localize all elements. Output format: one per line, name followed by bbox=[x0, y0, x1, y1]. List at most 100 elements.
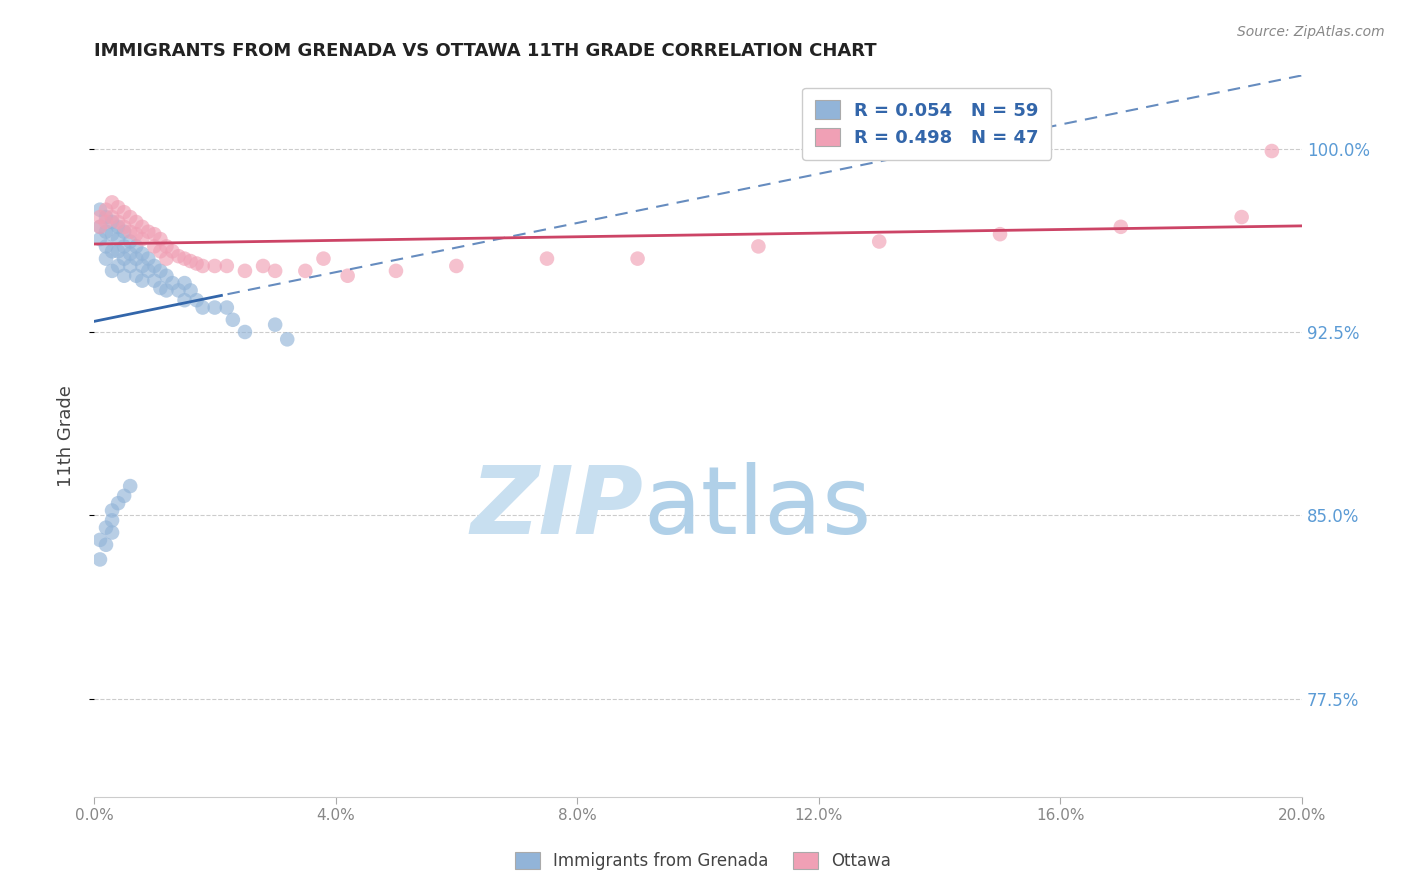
Point bbox=[162, 244, 184, 259]
Point bbox=[89, 202, 111, 217]
Point bbox=[94, 521, 117, 535]
Point bbox=[120, 479, 142, 493]
Point bbox=[143, 227, 166, 242]
Point bbox=[385, 264, 408, 278]
Point bbox=[167, 249, 190, 263]
Point bbox=[107, 219, 129, 234]
Point bbox=[131, 219, 153, 234]
Point bbox=[149, 281, 172, 295]
Point bbox=[89, 219, 111, 234]
Point bbox=[626, 252, 648, 266]
Point bbox=[149, 244, 172, 259]
Text: atlas: atlas bbox=[644, 462, 872, 554]
Point bbox=[233, 264, 256, 278]
Point bbox=[120, 225, 142, 239]
Point bbox=[101, 525, 124, 540]
Legend: R = 0.054   N = 59, R = 0.498   N = 47: R = 0.054 N = 59, R = 0.498 N = 47 bbox=[801, 87, 1052, 160]
Point bbox=[101, 264, 124, 278]
Point bbox=[131, 246, 153, 260]
Point bbox=[112, 205, 135, 219]
Point bbox=[94, 538, 117, 552]
Point bbox=[112, 219, 135, 234]
Point bbox=[107, 244, 129, 259]
Point bbox=[94, 252, 117, 266]
Point bbox=[101, 227, 124, 242]
Point bbox=[101, 513, 124, 527]
Point bbox=[173, 293, 195, 308]
Point bbox=[120, 246, 142, 260]
Point bbox=[101, 503, 124, 517]
Point bbox=[186, 256, 208, 270]
Point bbox=[125, 252, 148, 266]
Point bbox=[222, 312, 245, 326]
Point bbox=[868, 235, 890, 249]
Point bbox=[155, 284, 177, 298]
Point bbox=[107, 496, 129, 510]
Point bbox=[125, 239, 148, 253]
Point bbox=[215, 259, 238, 273]
Point bbox=[252, 259, 274, 273]
Point bbox=[131, 259, 153, 273]
Point bbox=[101, 210, 124, 224]
Point bbox=[125, 227, 148, 242]
Point bbox=[94, 215, 117, 229]
Point bbox=[204, 259, 226, 273]
Point bbox=[264, 264, 287, 278]
Point bbox=[143, 239, 166, 253]
Point bbox=[1261, 144, 1284, 158]
Point bbox=[215, 301, 238, 315]
Point bbox=[120, 259, 142, 273]
Point bbox=[125, 215, 148, 229]
Point bbox=[1109, 219, 1132, 234]
Point bbox=[101, 195, 124, 210]
Point bbox=[120, 235, 142, 249]
Point bbox=[112, 268, 135, 283]
Point bbox=[155, 268, 177, 283]
Point bbox=[107, 232, 129, 246]
Y-axis label: 11th Grade: 11th Grade bbox=[58, 385, 75, 487]
Point bbox=[89, 533, 111, 547]
Point bbox=[180, 284, 202, 298]
Legend: Immigrants from Grenada, Ottawa: Immigrants from Grenada, Ottawa bbox=[508, 845, 898, 877]
Point bbox=[1230, 210, 1253, 224]
Point bbox=[107, 215, 129, 229]
Point bbox=[94, 202, 117, 217]
Point bbox=[89, 232, 111, 246]
Point bbox=[112, 489, 135, 503]
Point bbox=[173, 252, 195, 266]
Point bbox=[131, 232, 153, 246]
Point bbox=[143, 259, 166, 273]
Point bbox=[180, 254, 202, 268]
Point bbox=[747, 239, 769, 253]
Point bbox=[191, 259, 214, 273]
Point bbox=[173, 276, 195, 290]
Point bbox=[101, 244, 124, 259]
Point bbox=[988, 227, 1011, 242]
Text: IMMIGRANTS FROM GRENADA VS OTTAWA 11TH GRADE CORRELATION CHART: IMMIGRANTS FROM GRENADA VS OTTAWA 11TH G… bbox=[94, 42, 876, 60]
Point bbox=[162, 276, 184, 290]
Point bbox=[336, 268, 359, 283]
Text: ZIP: ZIP bbox=[471, 462, 644, 554]
Point bbox=[136, 225, 159, 239]
Point bbox=[446, 259, 468, 273]
Point bbox=[204, 301, 226, 315]
Point bbox=[136, 264, 159, 278]
Point bbox=[264, 318, 287, 332]
Point bbox=[143, 274, 166, 288]
Point bbox=[536, 252, 558, 266]
Point bbox=[186, 293, 208, 308]
Point bbox=[89, 552, 111, 566]
Point bbox=[89, 210, 111, 224]
Point bbox=[112, 239, 135, 253]
Point bbox=[107, 259, 129, 273]
Point bbox=[276, 332, 298, 346]
Point bbox=[120, 210, 142, 224]
Point bbox=[125, 268, 148, 283]
Point bbox=[112, 225, 135, 239]
Point bbox=[149, 232, 172, 246]
Point bbox=[155, 239, 177, 253]
Point bbox=[101, 215, 124, 229]
Point bbox=[191, 301, 214, 315]
Point bbox=[167, 284, 190, 298]
Point bbox=[89, 219, 111, 234]
